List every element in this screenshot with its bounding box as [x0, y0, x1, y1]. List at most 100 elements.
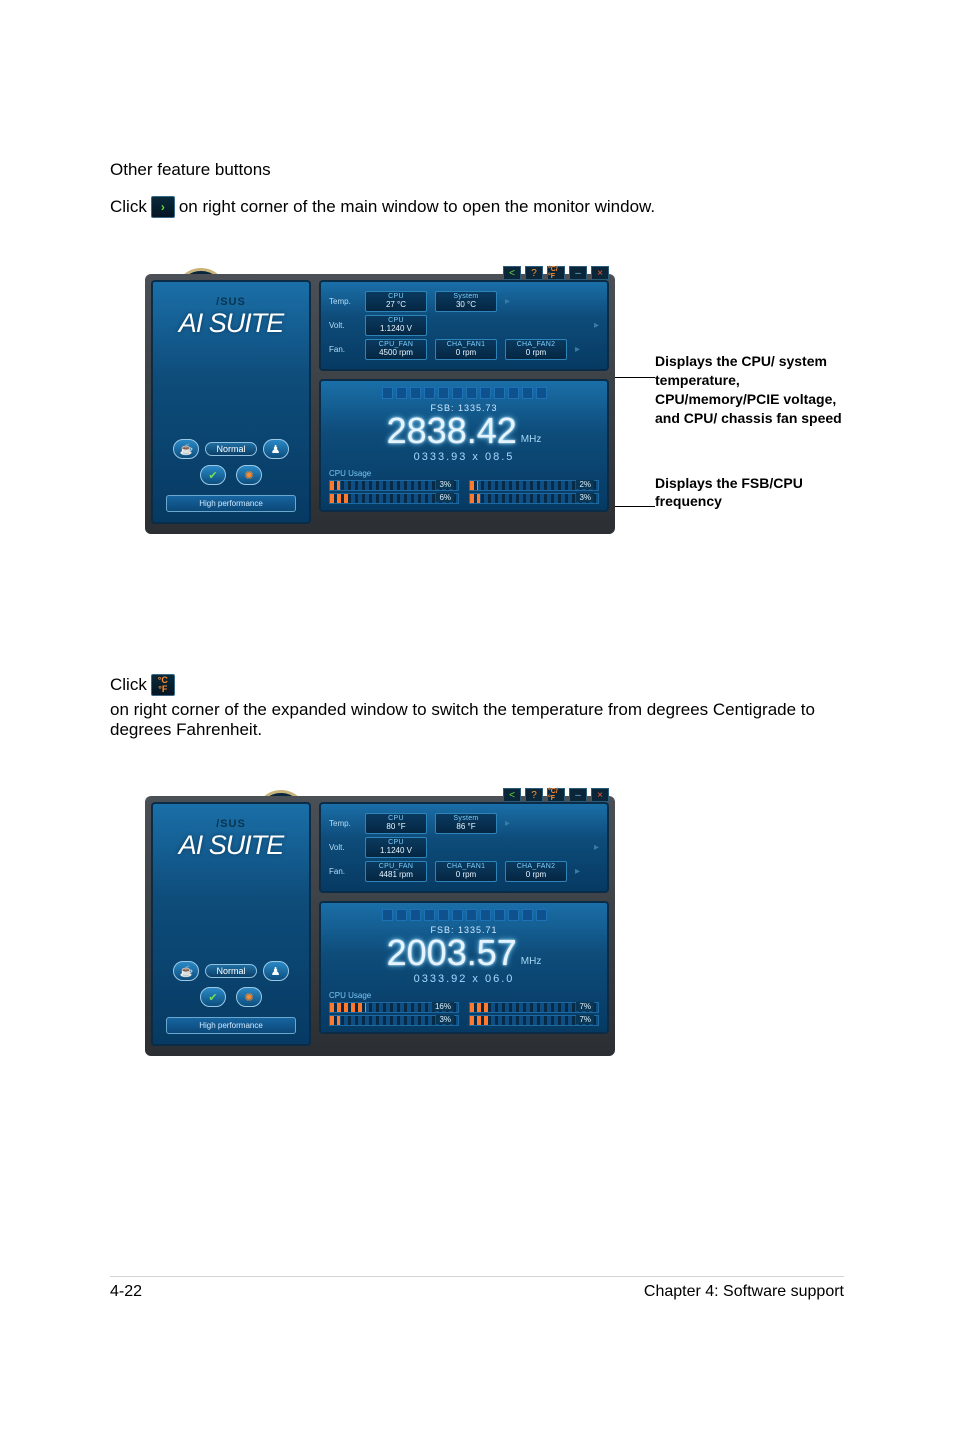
system-temp: System86 °F — [435, 813, 497, 834]
freq-ticks — [329, 387, 599, 399]
scroll-icon[interactable]: ▸ — [505, 818, 510, 829]
usage-bar: 2% — [469, 480, 599, 491]
freq-value: 2838.42 — [387, 413, 517, 449]
multiplier-readout: 0333.93 x 08.5 — [329, 451, 599, 463]
tool-button[interactable]: ✔ — [200, 987, 226, 1007]
cpu-temp: CPU27 °C — [365, 291, 427, 312]
performance-mode[interactable]: High performance — [166, 495, 296, 512]
ai-suite-logo: AI SUITE — [179, 830, 284, 861]
temp-unit-button[interactable]: °C/°F — [547, 788, 565, 802]
cpu-temp: CPU80 °F — [365, 813, 427, 834]
cpu-usage-bars: 16% 7% — [329, 1002, 599, 1013]
usage-bar: 7% — [469, 1002, 599, 1013]
page-number: 4-22 — [110, 1283, 142, 1301]
usage-bar: 16% — [329, 1002, 459, 1013]
fan-label: Fan. — [329, 867, 357, 876]
usage-bar: 3% — [329, 1015, 459, 1026]
freq-ticks — [329, 909, 599, 921]
scroll-icon[interactable]: ▸ — [575, 866, 580, 877]
profile-label: Normal — [205, 964, 256, 978]
close-button[interactable]: × — [591, 266, 609, 280]
frequency-panel: FSB: 1335.71 2003.57 MHz 0333.92 x 06.0 … — [319, 901, 609, 1034]
intro-line-1: Click › on right corner of the main wind… — [110, 196, 844, 218]
cpu-usage-label: CPU Usage — [329, 991, 599, 1000]
multiplier-readout: 0333.92 x 06.0 — [329, 973, 599, 985]
help-button[interactable]: ? — [525, 266, 543, 280]
asus-logo: /SUS — [216, 818, 246, 830]
profile-row: ☕ Normal ♟ — [173, 439, 288, 459]
usage-bar: 3% — [469, 493, 599, 504]
collapse-button[interactable]: < — [503, 266, 521, 280]
temp-label: Temp. — [329, 297, 357, 306]
figure-celsius: > ? – × < ? °C/°F – × /SUS AI SUITE ☕ No… — [145, 274, 844, 634]
intro1-pre: Click — [110, 197, 147, 217]
usage-bar: 3% — [329, 480, 459, 491]
intro2-post: on right corner of the expanded window t… — [110, 700, 844, 740]
temp-label: Temp. — [329, 819, 357, 828]
system-temp: System30 °C — [435, 291, 497, 312]
collapse-button[interactable]: < — [503, 788, 521, 802]
page-footer: 4-22 Chapter 4: Software support — [110, 1276, 844, 1301]
usage-bar: 6% — [329, 493, 459, 504]
cpu-usage-bars: 6% 3% — [329, 493, 599, 504]
callout-frequency: Displays the FSB/CPU frequency — [655, 474, 865, 512]
profile-next-button[interactable]: ♟ — [263, 961, 289, 981]
scroll-icon[interactable]: ▸ — [575, 344, 580, 355]
expand-icon: › — [151, 196, 175, 218]
volt-label: Volt. — [329, 321, 357, 330]
asus-logo: /SUS — [216, 296, 246, 308]
leader-line — [611, 506, 655, 507]
ai-suite-window: < ? °C/°F – × /SUS AI SUITE ☕ Normal ♟ ✔… — [145, 796, 615, 1056]
intro-line-2: Click °C°F on right corner of the expand… — [110, 674, 844, 740]
cha-fan1: CHA_FAN10 rpm — [435, 861, 497, 882]
cpu-usage-bars: 3% 2% — [329, 480, 599, 491]
profile-next-button[interactable]: ♟ — [263, 439, 289, 459]
ai-suite-logo: AI SUITE — [179, 308, 284, 339]
freq-value: 2003.57 — [387, 935, 517, 971]
cha-fan2: CHA_FAN20 rpm — [505, 861, 567, 882]
sensor-panel: Temp. CPU27 °C System30 °C ▸ Volt. CPU1.… — [319, 280, 609, 371]
settings-button[interactable]: ✺ — [236, 987, 262, 1007]
intro2-pre: Click — [110, 675, 147, 695]
brand-pane: /SUS AI SUITE ☕ Normal ♟ ✔ ✺ High perfor… — [151, 280, 311, 524]
cpu-volt: CPU1.1240 V — [365, 315, 427, 336]
scroll-icon[interactable]: ▸ — [594, 842, 599, 853]
usage-bar: 7% — [469, 1015, 599, 1026]
profile-prev-button[interactable]: ☕ — [173, 961, 199, 981]
chapter-label: Chapter 4: Software support — [644, 1283, 844, 1301]
cha-fan2: CHA_FAN20 rpm — [505, 339, 567, 360]
intro1-post: on right corner of the main window to op… — [179, 197, 655, 217]
figure-fahrenheit: < ? °C°F – × < ? °C/°F – × /SUS AI SUITE… — [145, 796, 844, 1156]
freq-unit: MHz — [521, 435, 542, 445]
profile-prev-button[interactable]: ☕ — [173, 439, 199, 459]
scroll-icon[interactable]: ▸ — [594, 320, 599, 331]
cpu-usage-label: CPU Usage — [329, 469, 599, 478]
temp-unit-icon: °C°F — [151, 674, 175, 696]
cpu-volt: CPU1.1240 V — [365, 837, 427, 858]
callout-sensors: Displays the CPU/ system temperature, CP… — [655, 352, 865, 428]
freq-unit: MHz — [521, 957, 542, 967]
cha-fan1: CHA_FAN10 rpm — [435, 339, 497, 360]
scroll-icon[interactable]: ▸ — [505, 296, 510, 307]
section-heading: Other feature buttons — [110, 160, 844, 180]
help-button[interactable]: ? — [525, 788, 543, 802]
performance-mode[interactable]: High performance — [166, 1017, 296, 1034]
ai-suite-window: < ? °C/°F – × /SUS AI SUITE ☕ Normal ♟ ✔… — [145, 274, 615, 534]
profile-label: Normal — [205, 442, 256, 456]
cpu-usage-bars: 3% 7% — [329, 1015, 599, 1026]
close-button[interactable]: × — [591, 788, 609, 802]
window-titlebar: < ? °C/°F – × — [503, 266, 609, 280]
fan-label: Fan. — [329, 345, 357, 354]
tool-button[interactable]: ✔ — [200, 465, 226, 485]
settings-button[interactable]: ✺ — [236, 465, 262, 485]
cpu-frequency: 2838.42 MHz — [329, 413, 599, 449]
window-titlebar: < ? °C/°F – × — [503, 788, 609, 802]
minimize-button[interactable]: – — [569, 266, 587, 280]
volt-label: Volt. — [329, 843, 357, 852]
temp-unit-button[interactable]: °C/°F — [547, 266, 565, 280]
profile-row: ☕ Normal ♟ — [173, 961, 288, 981]
cpu-frequency: 2003.57 MHz — [329, 935, 599, 971]
cpu-fan: CPU_FAN4500 rpm — [365, 339, 427, 360]
minimize-button[interactable]: – — [569, 788, 587, 802]
brand-pane: /SUS AI SUITE ☕ Normal ♟ ✔ ✺ High perfor… — [151, 802, 311, 1046]
